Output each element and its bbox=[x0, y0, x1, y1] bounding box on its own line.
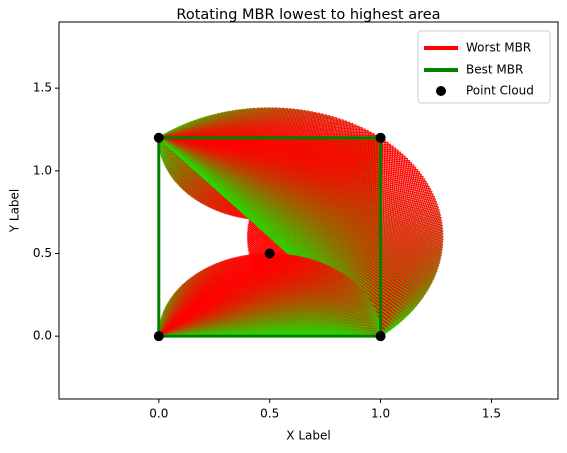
x-tick-label: 0.5 bbox=[260, 407, 279, 421]
legend-label-worst: Worst MBR bbox=[466, 41, 531, 55]
legend-label-best: Best MBR bbox=[466, 63, 523, 77]
legend: Worst MBR Best MBR Point Cloud bbox=[418, 31, 550, 103]
legend-label-point-cloud: Point Cloud bbox=[466, 84, 534, 98]
point-cloud-marker bbox=[154, 133, 164, 143]
x-tick-label: 1.5 bbox=[482, 407, 501, 421]
point-cloud-marker bbox=[154, 331, 164, 341]
y-axis-label: Y Label bbox=[8, 189, 22, 234]
y-tick-label: 1.0 bbox=[33, 163, 52, 177]
y-tick-label: 0.0 bbox=[33, 329, 52, 343]
x-tick-label: 0.0 bbox=[149, 407, 168, 421]
y-tick-label: 0.5 bbox=[33, 246, 52, 260]
point-cloud-marker bbox=[376, 331, 386, 341]
point-cloud-marker bbox=[265, 248, 275, 258]
x-tick-label: 1.0 bbox=[371, 407, 390, 421]
legend-marker-point-cloud bbox=[436, 86, 446, 96]
y-tick-label: 1.5 bbox=[33, 81, 52, 95]
point-cloud-marker bbox=[376, 133, 386, 143]
x-axis-label: X Label bbox=[286, 429, 330, 443]
chart-title: Rotating MBR lowest to highest area bbox=[176, 7, 440, 23]
